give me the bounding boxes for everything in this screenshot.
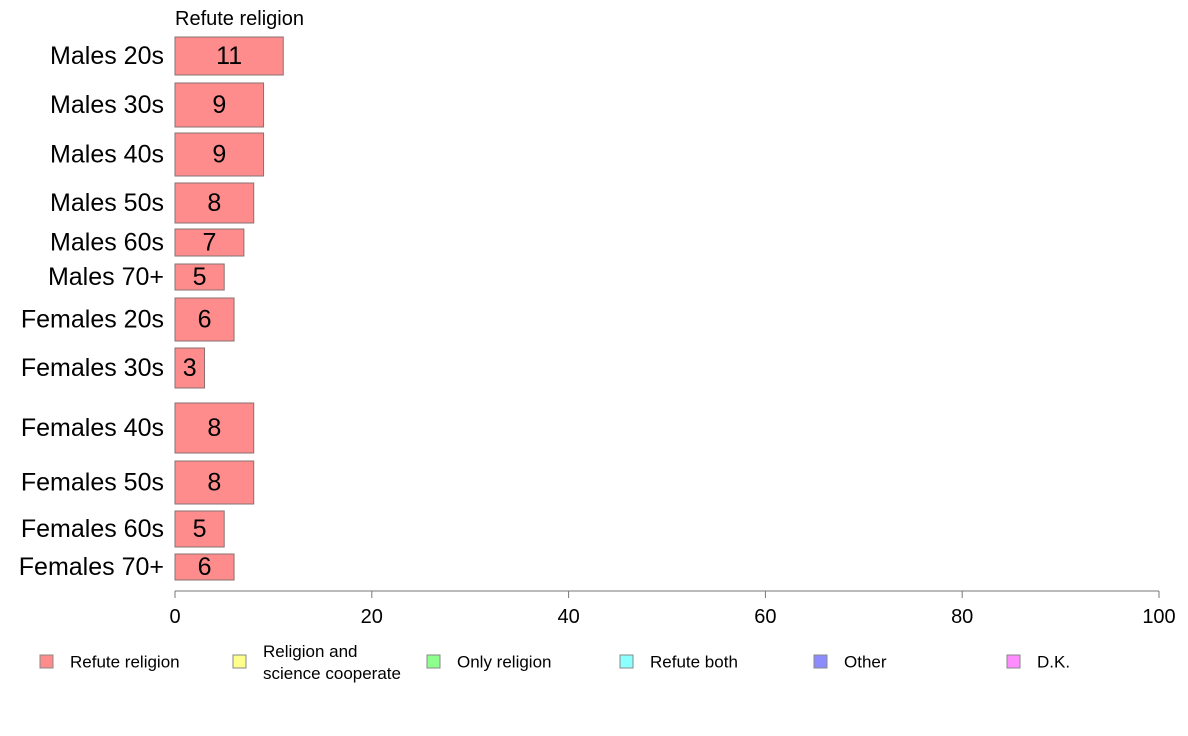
bar-value-label: 8 xyxy=(207,189,221,217)
x-tick-label: 0 xyxy=(169,606,180,628)
legend-swatch xyxy=(232,654,247,669)
legend-label: Refute religion xyxy=(70,653,180,672)
legend-swatch xyxy=(1006,654,1021,669)
category-label: Males 50s xyxy=(50,189,164,217)
category-label: Males 60s xyxy=(50,229,164,257)
bar-value-label: 3 xyxy=(183,354,197,382)
legend-label: Refute both xyxy=(650,653,738,672)
bar xyxy=(174,402,255,454)
x-tick-label: 100 xyxy=(1142,606,1175,628)
legend-label: D.K. xyxy=(1037,653,1070,672)
bar-value-label: 5 xyxy=(193,263,207,291)
category-label: Males 30s xyxy=(50,91,164,119)
legend-label: Religion and science cooperate xyxy=(263,642,401,683)
category-label: Females 50s xyxy=(21,469,164,497)
category-label: Females 60s xyxy=(21,515,164,543)
bar xyxy=(174,132,265,177)
category-label: Females 20s xyxy=(21,306,164,334)
bars-group: 11 Males 20s 9 Males 30s 9 Males 40s 8 Males 50… xyxy=(19,36,284,581)
bar xyxy=(174,297,235,342)
bar-value-label: 7 xyxy=(202,229,216,257)
series-title: Refute religion xyxy=(175,8,304,30)
legend-label: Only religion xyxy=(457,653,552,672)
bar xyxy=(174,82,265,128)
bar-value-label: 9 xyxy=(212,91,226,119)
bar xyxy=(174,460,255,505)
x-tick-label: 80 xyxy=(951,606,973,628)
legend-swatch xyxy=(813,654,828,669)
category-label: Males 40s xyxy=(50,141,164,169)
x-tick-label: 40 xyxy=(557,606,579,628)
x-tick-label: 60 xyxy=(754,606,776,628)
category-label: Females 40s xyxy=(21,414,164,442)
bar xyxy=(174,36,284,76)
bar-value-label: 11 xyxy=(216,42,242,70)
bar xyxy=(174,510,225,548)
category-label: Males 70+ xyxy=(48,263,164,291)
category-label: Females 30s xyxy=(21,354,164,382)
category-label: Females 70+ xyxy=(19,553,164,581)
category-label: Males 20s xyxy=(50,42,164,70)
legend: Refute religion Religion and science coope… xyxy=(39,642,1070,683)
bar xyxy=(174,347,206,389)
bar xyxy=(174,553,235,581)
x-axis: 0 20 40 60 80 100 xyxy=(169,590,1176,628)
bar-value-label: 6 xyxy=(198,306,212,334)
legend-label: Other xyxy=(844,653,887,672)
bar xyxy=(174,263,225,291)
bar-value-label: 9 xyxy=(212,141,226,169)
legend-swatch xyxy=(39,654,54,669)
bar-value-label: 8 xyxy=(207,469,221,497)
bar xyxy=(174,182,255,224)
bar xyxy=(174,228,245,257)
legend-swatch xyxy=(426,654,441,669)
bar-value-label: 8 xyxy=(207,414,221,442)
x-tick-label: 20 xyxy=(361,606,383,628)
bar-value-label: 5 xyxy=(193,515,207,543)
bar-value-label: 6 xyxy=(198,553,212,581)
legend-swatch xyxy=(619,654,634,669)
